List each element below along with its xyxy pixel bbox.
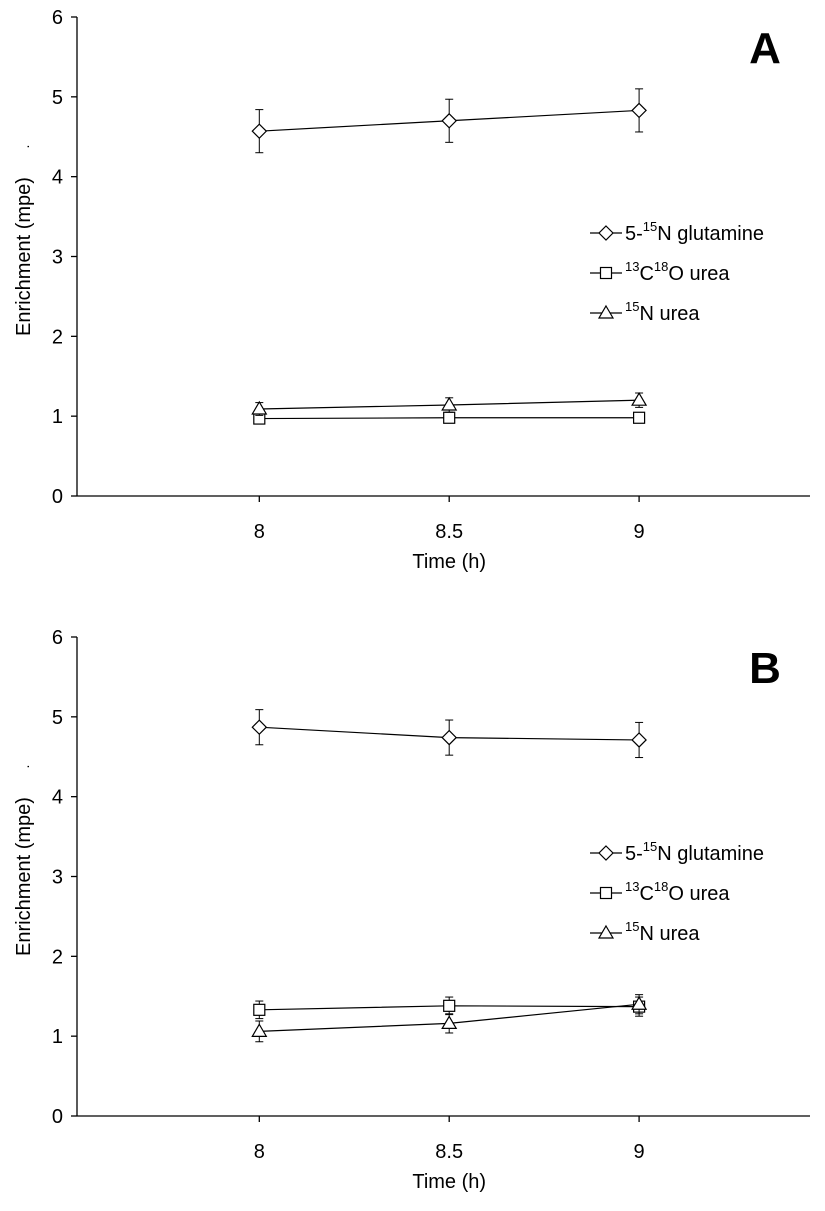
data-point bbox=[443, 999, 456, 1012]
x-tick-label: 8.5 bbox=[435, 521, 463, 543]
legend-entry: 13C18O urea bbox=[590, 879, 730, 905]
y-tick-label: 5 bbox=[52, 87, 63, 109]
y-tick-label: 0 bbox=[52, 486, 63, 508]
data-point bbox=[253, 1003, 266, 1016]
legend-label: 15N urea bbox=[625, 919, 700, 945]
series-square bbox=[253, 411, 646, 425]
series-diamond bbox=[251, 709, 647, 759]
series-diamond bbox=[251, 88, 647, 154]
y-tick-label: 4 bbox=[52, 787, 63, 809]
x-axis-label: Time (h) bbox=[412, 551, 486, 573]
x-tick-label: 9 bbox=[634, 1141, 645, 1163]
data-point bbox=[251, 719, 268, 736]
data-point bbox=[441, 112, 458, 129]
y-axis-label: Enrichment (mpe) bbox=[13, 797, 35, 956]
data-point bbox=[441, 729, 458, 746]
data-point bbox=[632, 411, 646, 424]
data-point bbox=[441, 396, 458, 411]
panel-label: A bbox=[749, 24, 781, 73]
y-tick-label: 1 bbox=[52, 406, 63, 428]
legend-label: 5-15N glutamine bbox=[625, 219, 764, 245]
legend-marker bbox=[599, 886, 613, 900]
data-point bbox=[251, 123, 268, 140]
legend-marker bbox=[598, 225, 614, 241]
legend-entry: 5-15N glutamine bbox=[590, 839, 764, 865]
y-tick-label: 2 bbox=[52, 326, 63, 348]
series-triangle bbox=[251, 392, 648, 416]
legend-entry: 13C18O urea bbox=[590, 259, 730, 285]
y-tick-label: 5 bbox=[52, 707, 63, 729]
y-tick-label: 2 bbox=[52, 946, 63, 968]
legend-marker bbox=[597, 924, 615, 939]
x-tick-label: 8 bbox=[254, 1141, 265, 1163]
y-tick-label: 6 bbox=[52, 7, 63, 29]
legend-marker bbox=[598, 845, 614, 861]
y-tick-label: 4 bbox=[52, 167, 63, 189]
data-point bbox=[441, 1015, 458, 1029]
data-point bbox=[631, 732, 647, 748]
y-tick-label: 3 bbox=[52, 247, 63, 269]
legend-marker bbox=[597, 304, 615, 319]
legend-entry: 15N urea bbox=[590, 299, 700, 325]
series-triangle bbox=[251, 994, 648, 1043]
data-point bbox=[631, 392, 648, 406]
y-tick-label: 3 bbox=[52, 867, 63, 889]
legend-entry: 5-15N glutamine bbox=[590, 219, 764, 245]
y-axis-label-dot: . bbox=[16, 145, 32, 149]
y-tick-label: 6 bbox=[52, 627, 63, 649]
data-point bbox=[631, 996, 648, 1010]
y-tick-label: 0 bbox=[52, 1106, 63, 1128]
data-point bbox=[251, 1023, 268, 1037]
legend-label: 15N urea bbox=[625, 299, 700, 325]
legend-marker bbox=[599, 266, 613, 280]
x-axis-label: Time (h) bbox=[412, 1171, 486, 1193]
x-tick-label: 8 bbox=[254, 521, 265, 543]
x-tick-label: 8.5 bbox=[435, 1141, 463, 1163]
y-axis-label-dot: . bbox=[16, 765, 32, 769]
panel-label: B bbox=[749, 644, 781, 693]
data-point bbox=[631, 102, 647, 119]
y-axis-label: Enrichment (mpe) bbox=[13, 177, 35, 336]
x-tick-label: 9 bbox=[634, 521, 645, 543]
legend-label: 5-15N glutamine bbox=[625, 839, 764, 865]
chart-panel-a: 0 1 2 3 4 5 6 8 8.5 9 Time (h) Enrichment (mpe). A 5-… bbox=[13, 7, 810, 573]
y-tick-label: 1 bbox=[52, 1026, 63, 1048]
legend-entry: 15N urea bbox=[590, 919, 700, 945]
chart-panel-b: 0 1 2 3 4 5 6 8 8.5 9 Time (h) Enrichment (mpe). B 5-… bbox=[13, 627, 810, 1193]
legend-label: 13C18O urea bbox=[625, 259, 730, 285]
legend-label: 13C18O urea bbox=[625, 879, 730, 905]
data-point bbox=[443, 411, 456, 424]
data-point bbox=[251, 400, 268, 415]
